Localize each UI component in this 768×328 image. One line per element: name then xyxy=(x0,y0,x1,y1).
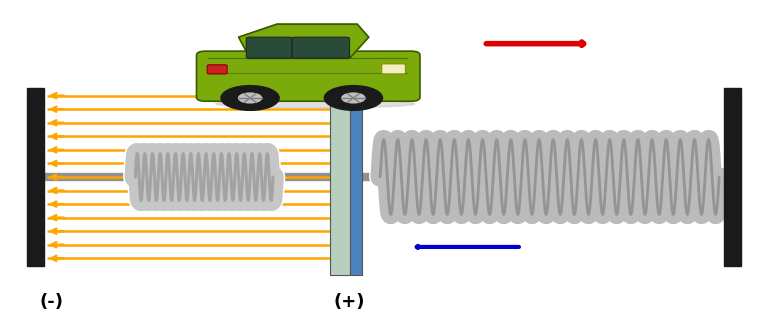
FancyBboxPatch shape xyxy=(292,37,349,58)
Bar xyxy=(349,79,362,275)
Circle shape xyxy=(342,93,365,103)
Bar xyxy=(330,79,349,275)
FancyBboxPatch shape xyxy=(382,64,406,74)
Polygon shape xyxy=(239,24,369,58)
Polygon shape xyxy=(204,70,411,99)
Bar xyxy=(28,88,45,266)
Polygon shape xyxy=(204,57,411,99)
FancyBboxPatch shape xyxy=(247,37,292,58)
FancyBboxPatch shape xyxy=(207,65,227,74)
Text: (+): (+) xyxy=(334,293,366,311)
Text: (-): (-) xyxy=(39,293,63,311)
Circle shape xyxy=(324,86,382,110)
Bar xyxy=(723,88,740,266)
Circle shape xyxy=(221,86,279,110)
Ellipse shape xyxy=(216,100,415,108)
Circle shape xyxy=(239,93,262,103)
FancyBboxPatch shape xyxy=(197,51,420,101)
